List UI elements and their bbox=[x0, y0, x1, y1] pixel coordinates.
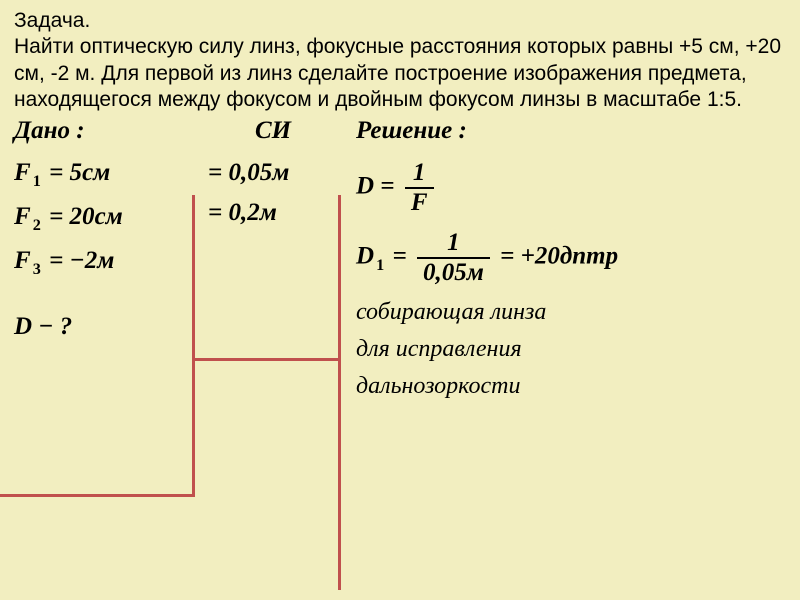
solution-column: Решение : D = 1 F D1 = 1 0,05м = +20дптр… bbox=[356, 117, 776, 410]
rule-hline-2 bbox=[192, 358, 340, 361]
si-column: СИ = 0,05м = 0,2м bbox=[208, 117, 338, 239]
formula-general: D = 1 F bbox=[356, 159, 776, 217]
d1-num: 1 bbox=[417, 229, 490, 257]
d1-rhs: = +20 bbox=[500, 243, 560, 270]
si-v1-val: = 0,05 bbox=[208, 159, 272, 186]
d1-unit: дптр bbox=[560, 243, 618, 270]
f2-unit: см bbox=[95, 203, 123, 230]
note-3: дальнозоркости bbox=[356, 373, 776, 400]
given-f3: F3 = −2м bbox=[14, 247, 194, 279]
rule-vline-2 bbox=[338, 195, 341, 590]
f1-sub: 1 bbox=[33, 172, 41, 190]
note-2: для исправления bbox=[356, 336, 776, 363]
given-f1: F1 = 5см bbox=[14, 159, 194, 191]
problem-title: Задача. bbox=[14, 8, 786, 34]
si-v2-unit: м bbox=[260, 199, 277, 226]
f3-eq: = −2 bbox=[43, 247, 97, 274]
d1-lhs-sub: 1 bbox=[376, 256, 384, 274]
si-v1-unit: м bbox=[272, 159, 289, 186]
note-1: собирающая линза bbox=[356, 299, 776, 326]
f3-sub: 3 bbox=[33, 260, 41, 278]
rule-vline-1 bbox=[192, 195, 195, 497]
formula-frac: 1 F bbox=[405, 159, 434, 217]
f2-eq: = 20 bbox=[43, 203, 95, 230]
formula-num: 1 bbox=[405, 159, 434, 187]
formula-d1: D1 = 1 0,05м = +20дптр bbox=[356, 229, 776, 287]
d1-lhs-b: = bbox=[386, 243, 407, 270]
f1-label: F bbox=[14, 159, 31, 186]
problem-block: Задача. Найти оптическую силу линз, фоку… bbox=[0, 0, 800, 113]
d1-lhs-a: D bbox=[356, 243, 374, 270]
f2-sub: 2 bbox=[33, 216, 41, 234]
si-v2: = 0,2м bbox=[208, 199, 338, 227]
f1-eq: = 5 bbox=[43, 159, 82, 186]
formula-den: F bbox=[405, 187, 434, 217]
problem-body: Найти оптическую силу линз, фокусные рас… bbox=[14, 34, 786, 113]
given-column: Дано : F1 = 5см F2 = 20см F3 = −2м D − ? bbox=[14, 117, 194, 353]
given-f2: F2 = 20см bbox=[14, 203, 194, 235]
f3-label: F bbox=[14, 247, 31, 274]
f3-unit: м bbox=[97, 247, 114, 274]
solution-header: Решение : bbox=[356, 117, 776, 145]
given-ask: D − ? bbox=[14, 313, 194, 341]
f1-unit: см bbox=[82, 159, 110, 186]
d1-frac: 1 0,05м bbox=[417, 229, 490, 287]
d1-den: 0,05м bbox=[417, 257, 490, 287]
si-header: СИ bbox=[208, 117, 338, 145]
si-v2-val: = 0,2 bbox=[208, 199, 260, 226]
rule-hline-1 bbox=[0, 494, 194, 497]
work-area: Дано : F1 = 5см F2 = 20см F3 = −2м D − ?… bbox=[0, 113, 800, 121]
si-v1: = 0,05м bbox=[208, 159, 338, 187]
formula-lhs: D = bbox=[356, 173, 395, 200]
given-header: Дано : bbox=[14, 117, 194, 145]
f2-label: F bbox=[14, 203, 31, 230]
